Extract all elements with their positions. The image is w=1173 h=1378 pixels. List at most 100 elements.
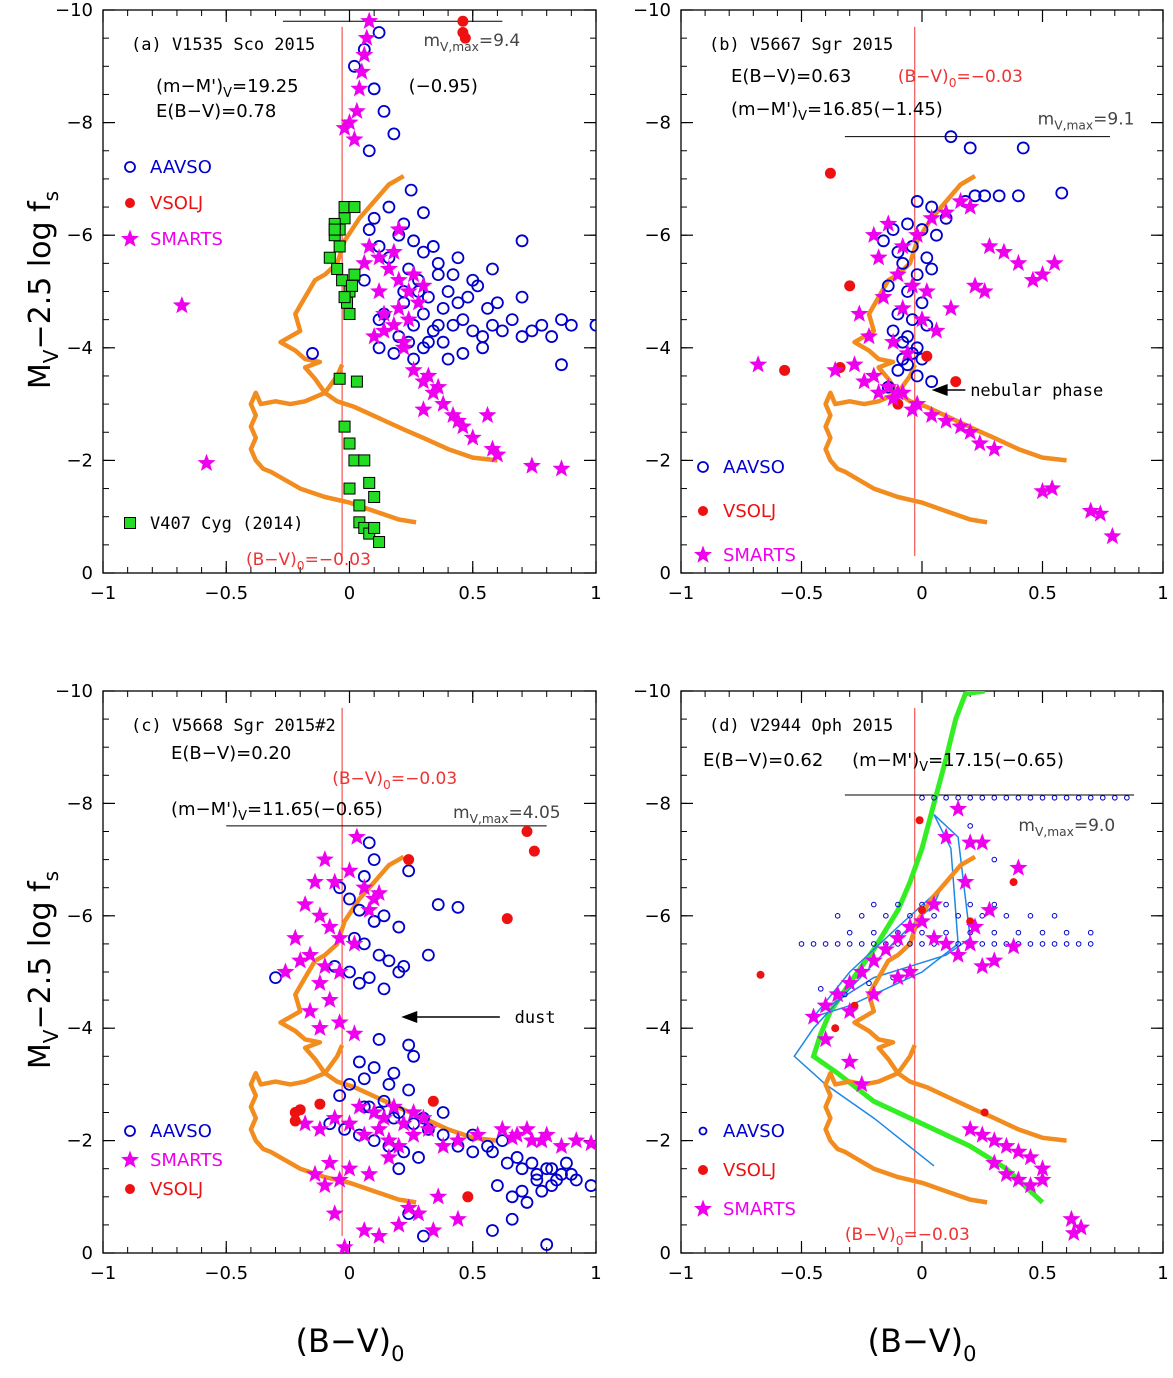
aavso-point bbox=[352, 976, 366, 990]
x-tick-label: 0 bbox=[916, 1263, 927, 1284]
smarts-point bbox=[908, 225, 927, 243]
aavso-point bbox=[476, 330, 490, 343]
aavso-point bbox=[810, 941, 817, 947]
aavso-point bbox=[451, 251, 465, 265]
smarts-point bbox=[869, 383, 888, 401]
aavso-point bbox=[377, 104, 391, 118]
series-smarts bbox=[172, 11, 571, 477]
smarts-point bbox=[306, 1164, 324, 1182]
legend-marker-vsolj bbox=[698, 1165, 708, 1175]
smarts-point bbox=[922, 405, 941, 423]
vsolj-point bbox=[427, 1095, 439, 1107]
smarts-point bbox=[419, 1119, 438, 1137]
aavso-point bbox=[991, 901, 998, 908]
smarts-point bbox=[414, 1108, 433, 1126]
smarts-point bbox=[357, 28, 376, 46]
aavso-point bbox=[431, 268, 445, 282]
aavso-point bbox=[560, 1156, 573, 1170]
aavso-point bbox=[1087, 929, 1094, 936]
smarts-point bbox=[404, 1103, 423, 1121]
aavso-point bbox=[944, 130, 958, 144]
y-tick-label: −6 bbox=[644, 906, 671, 927]
aavso-point bbox=[510, 1151, 524, 1164]
legend-marker-smarts bbox=[694, 545, 712, 563]
smarts-point bbox=[360, 237, 379, 255]
smarts-point bbox=[941, 298, 960, 317]
smarts-point bbox=[925, 895, 944, 913]
aavso-point bbox=[858, 941, 865, 947]
smarts-point bbox=[503, 1128, 522, 1146]
legend-marker-smarts bbox=[694, 1199, 712, 1217]
smarts-point bbox=[330, 1013, 349, 1031]
y-tick-label: −2 bbox=[644, 1131, 671, 1152]
distance-modulus: (m−M')V=16.85(−1.45) bbox=[731, 99, 943, 124]
smarts-point bbox=[985, 951, 1004, 969]
smarts-point bbox=[360, 11, 379, 29]
smarts-point bbox=[1081, 501, 1100, 519]
aavso-point bbox=[891, 363, 905, 377]
vsolj-point bbox=[501, 913, 513, 925]
legend-marker-smarts bbox=[121, 229, 139, 247]
aavso-point bbox=[343, 965, 356, 979]
v407-point bbox=[363, 476, 376, 489]
x-tick-label: 0 bbox=[916, 583, 927, 604]
aavso-point bbox=[931, 794, 937, 801]
aavso-point bbox=[417, 206, 430, 220]
smarts-point bbox=[1009, 1170, 1028, 1188]
smarts-point bbox=[345, 1024, 364, 1042]
aavso-point bbox=[1087, 794, 1094, 801]
smarts-point bbox=[522, 1131, 541, 1149]
aavso-point bbox=[387, 127, 401, 141]
smarts-point bbox=[394, 332, 413, 350]
x-tick-label: 0.5 bbox=[1028, 1263, 1057, 1284]
smarts-point bbox=[350, 79, 369, 97]
aavso-point bbox=[426, 240, 440, 253]
aavso-point bbox=[1003, 913, 1010, 919]
smarts-point bbox=[966, 276, 985, 294]
y-tick-label: −10 bbox=[55, 0, 93, 21]
aavso-point bbox=[505, 1212, 519, 1226]
aavso-point bbox=[925, 262, 939, 276]
smarts-point bbox=[903, 400, 922, 418]
smarts-point bbox=[855, 372, 874, 390]
aavso-point bbox=[564, 318, 578, 332]
smarts-point bbox=[1072, 1218, 1091, 1236]
aavso-point bbox=[441, 285, 455, 298]
smarts-point bbox=[816, 996, 835, 1014]
panel-d: −1 −0.5 0 0.5 1 −10 −8 −6 −4 −2 0 (d) V2944 Oph 201… bbox=[633, 681, 1169, 1284]
v407-point bbox=[368, 521, 381, 534]
smarts-point bbox=[424, 1221, 443, 1239]
smarts-point bbox=[409, 1204, 428, 1222]
aavso-point bbox=[367, 1134, 381, 1147]
x-tick-label: −1 bbox=[668, 1263, 695, 1284]
aavso-point bbox=[943, 794, 949, 801]
vsolj-point bbox=[824, 167, 836, 179]
smarts-point bbox=[286, 928, 305, 946]
smarts-point bbox=[296, 895, 315, 913]
y-axis-label: MV−2.5 log fs bbox=[23, 191, 63, 389]
x-tick-label: −1 bbox=[90, 1263, 117, 1284]
aavso-point bbox=[417, 1229, 430, 1243]
annotation-arrowhead bbox=[401, 1010, 418, 1023]
aavso-point bbox=[367, 82, 381, 96]
aavso-point bbox=[1015, 929, 1022, 936]
aavso-point bbox=[392, 920, 406, 934]
vsolj-point bbox=[779, 364, 791, 376]
smarts-point bbox=[320, 1153, 339, 1171]
vsolj-point bbox=[850, 1001, 859, 1010]
smarts-point bbox=[315, 1176, 334, 1194]
aavso-point bbox=[269, 971, 282, 985]
smarts-point bbox=[375, 321, 393, 339]
aavso-point bbox=[1051, 913, 1058, 919]
intrinsic-color-label: (B−V)0=−0.03 bbox=[845, 1225, 970, 1248]
vsolj-point bbox=[918, 906, 926, 915]
aavso-point bbox=[525, 324, 539, 338]
aavso-point bbox=[515, 234, 529, 248]
aavso-point bbox=[1063, 929, 1070, 936]
y-tick-label: −6 bbox=[644, 225, 671, 246]
aavso-point bbox=[545, 330, 559, 343]
v407-point bbox=[328, 223, 341, 236]
aavso-point bbox=[530, 1173, 544, 1187]
smarts-point bbox=[1009, 1142, 1028, 1160]
x-tick-label: 0.5 bbox=[1028, 583, 1057, 604]
